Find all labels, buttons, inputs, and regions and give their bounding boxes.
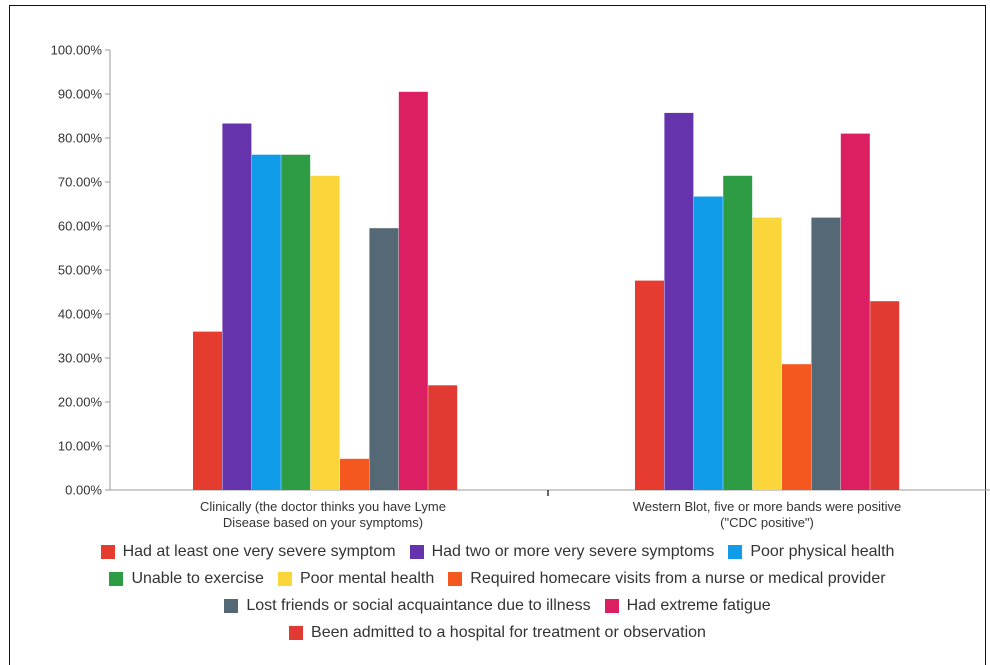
chart-frame xyxy=(9,5,986,665)
bar xyxy=(664,112,694,491)
category-label: Disease based on your symptoms) xyxy=(223,515,423,530)
bar xyxy=(811,217,841,490)
bar xyxy=(723,175,753,491)
legend-item: Had two or more very severe symptoms xyxy=(409,542,715,561)
y-tick-label: 50.00% xyxy=(58,263,103,278)
category-label: Western Blot, five or more bands were po… xyxy=(633,499,902,514)
bar xyxy=(251,154,281,490)
bar xyxy=(840,133,870,490)
legend-swatch xyxy=(448,571,463,586)
legend-row: Unable to exercise Poor mental health Requ… xyxy=(10,565,985,592)
bar xyxy=(782,364,811,490)
y-axis-ticks: 0.00% 10.00% 20.00% 30.00% 40.00% 50.00% 60.00… xyxy=(51,43,110,498)
legend-swatch xyxy=(100,544,115,559)
y-tick-label: 40.00% xyxy=(58,307,103,322)
category-labels: Clinically (the doctor thinks you have L… xyxy=(200,499,901,530)
bar xyxy=(428,385,458,490)
bar xyxy=(870,301,900,490)
legend-item: Unable to exercise xyxy=(109,570,264,588)
bars xyxy=(193,91,900,491)
legend-swatch xyxy=(409,544,424,559)
legend-swatch xyxy=(224,598,239,613)
legend: Had at least one very severe symptom Had … xyxy=(10,538,985,646)
y-tick-label: 20.00% xyxy=(58,395,103,410)
legend-label: Had two or more very severe symptoms xyxy=(431,542,715,560)
legend-swatch xyxy=(289,625,304,640)
y-tick-label: 90.00% xyxy=(58,87,103,102)
bar xyxy=(222,123,252,490)
legend-item: Been admitted to a hospital for treatmen… xyxy=(289,624,706,642)
legend-swatch xyxy=(604,598,619,613)
legend-row: Been admitted to a hospital for treatmen… xyxy=(10,619,985,646)
bar xyxy=(752,217,782,490)
legend-item: Poor physical health xyxy=(728,543,894,561)
legend-swatch xyxy=(109,571,124,586)
legend-label: Been admitted to a hospital for treatmen… xyxy=(311,623,706,641)
legend-label: Unable to exercise xyxy=(131,569,264,587)
legend-label: Had at least one very severe symptom xyxy=(122,542,396,560)
legend-label: Had extreme fatigue xyxy=(626,596,771,614)
y-tick-label: 100.00% xyxy=(51,43,103,58)
y-tick-label: 0.00% xyxy=(65,483,102,498)
bar xyxy=(310,175,340,491)
legend-label: Poor mental health xyxy=(299,569,435,587)
legend-label: Required homecare visits from a nurse or… xyxy=(470,569,886,587)
legend-item: Poor mental health xyxy=(277,569,435,588)
y-tick-label: 80.00% xyxy=(58,131,103,146)
bar xyxy=(340,458,369,490)
bar xyxy=(193,331,222,490)
y-tick-label: 70.00% xyxy=(58,175,103,190)
legend-item: Had extreme fatigue xyxy=(604,596,771,615)
y-tick-label: 10.00% xyxy=(58,439,103,454)
y-tick-label: 60.00% xyxy=(58,219,103,234)
category-label: Clinically (the doctor thinks you have L… xyxy=(200,499,446,514)
y-tick-label: 30.00% xyxy=(58,351,103,366)
bar xyxy=(281,154,311,490)
legend-item: Lost friends or social acquaintance due … xyxy=(224,596,591,615)
legend-item: Had at least one very severe symptom xyxy=(100,542,396,561)
legend-label: Lost friends or social acquaintance due … xyxy=(246,596,591,614)
legend-label: Poor physical health xyxy=(750,542,895,560)
category-label: ("CDC positive") xyxy=(720,515,814,530)
legend-item: Required homecare visits from a nurse or… xyxy=(448,569,886,588)
legend-swatch xyxy=(277,571,292,586)
legend-swatch xyxy=(728,544,743,559)
legend-row: Lost friends or social acquaintance due … xyxy=(10,592,985,619)
bar xyxy=(369,228,399,490)
bar xyxy=(398,91,428,491)
legend-row: Had at least one very severe symptom Had … xyxy=(10,538,985,565)
bar xyxy=(635,280,664,490)
bar xyxy=(693,196,723,490)
